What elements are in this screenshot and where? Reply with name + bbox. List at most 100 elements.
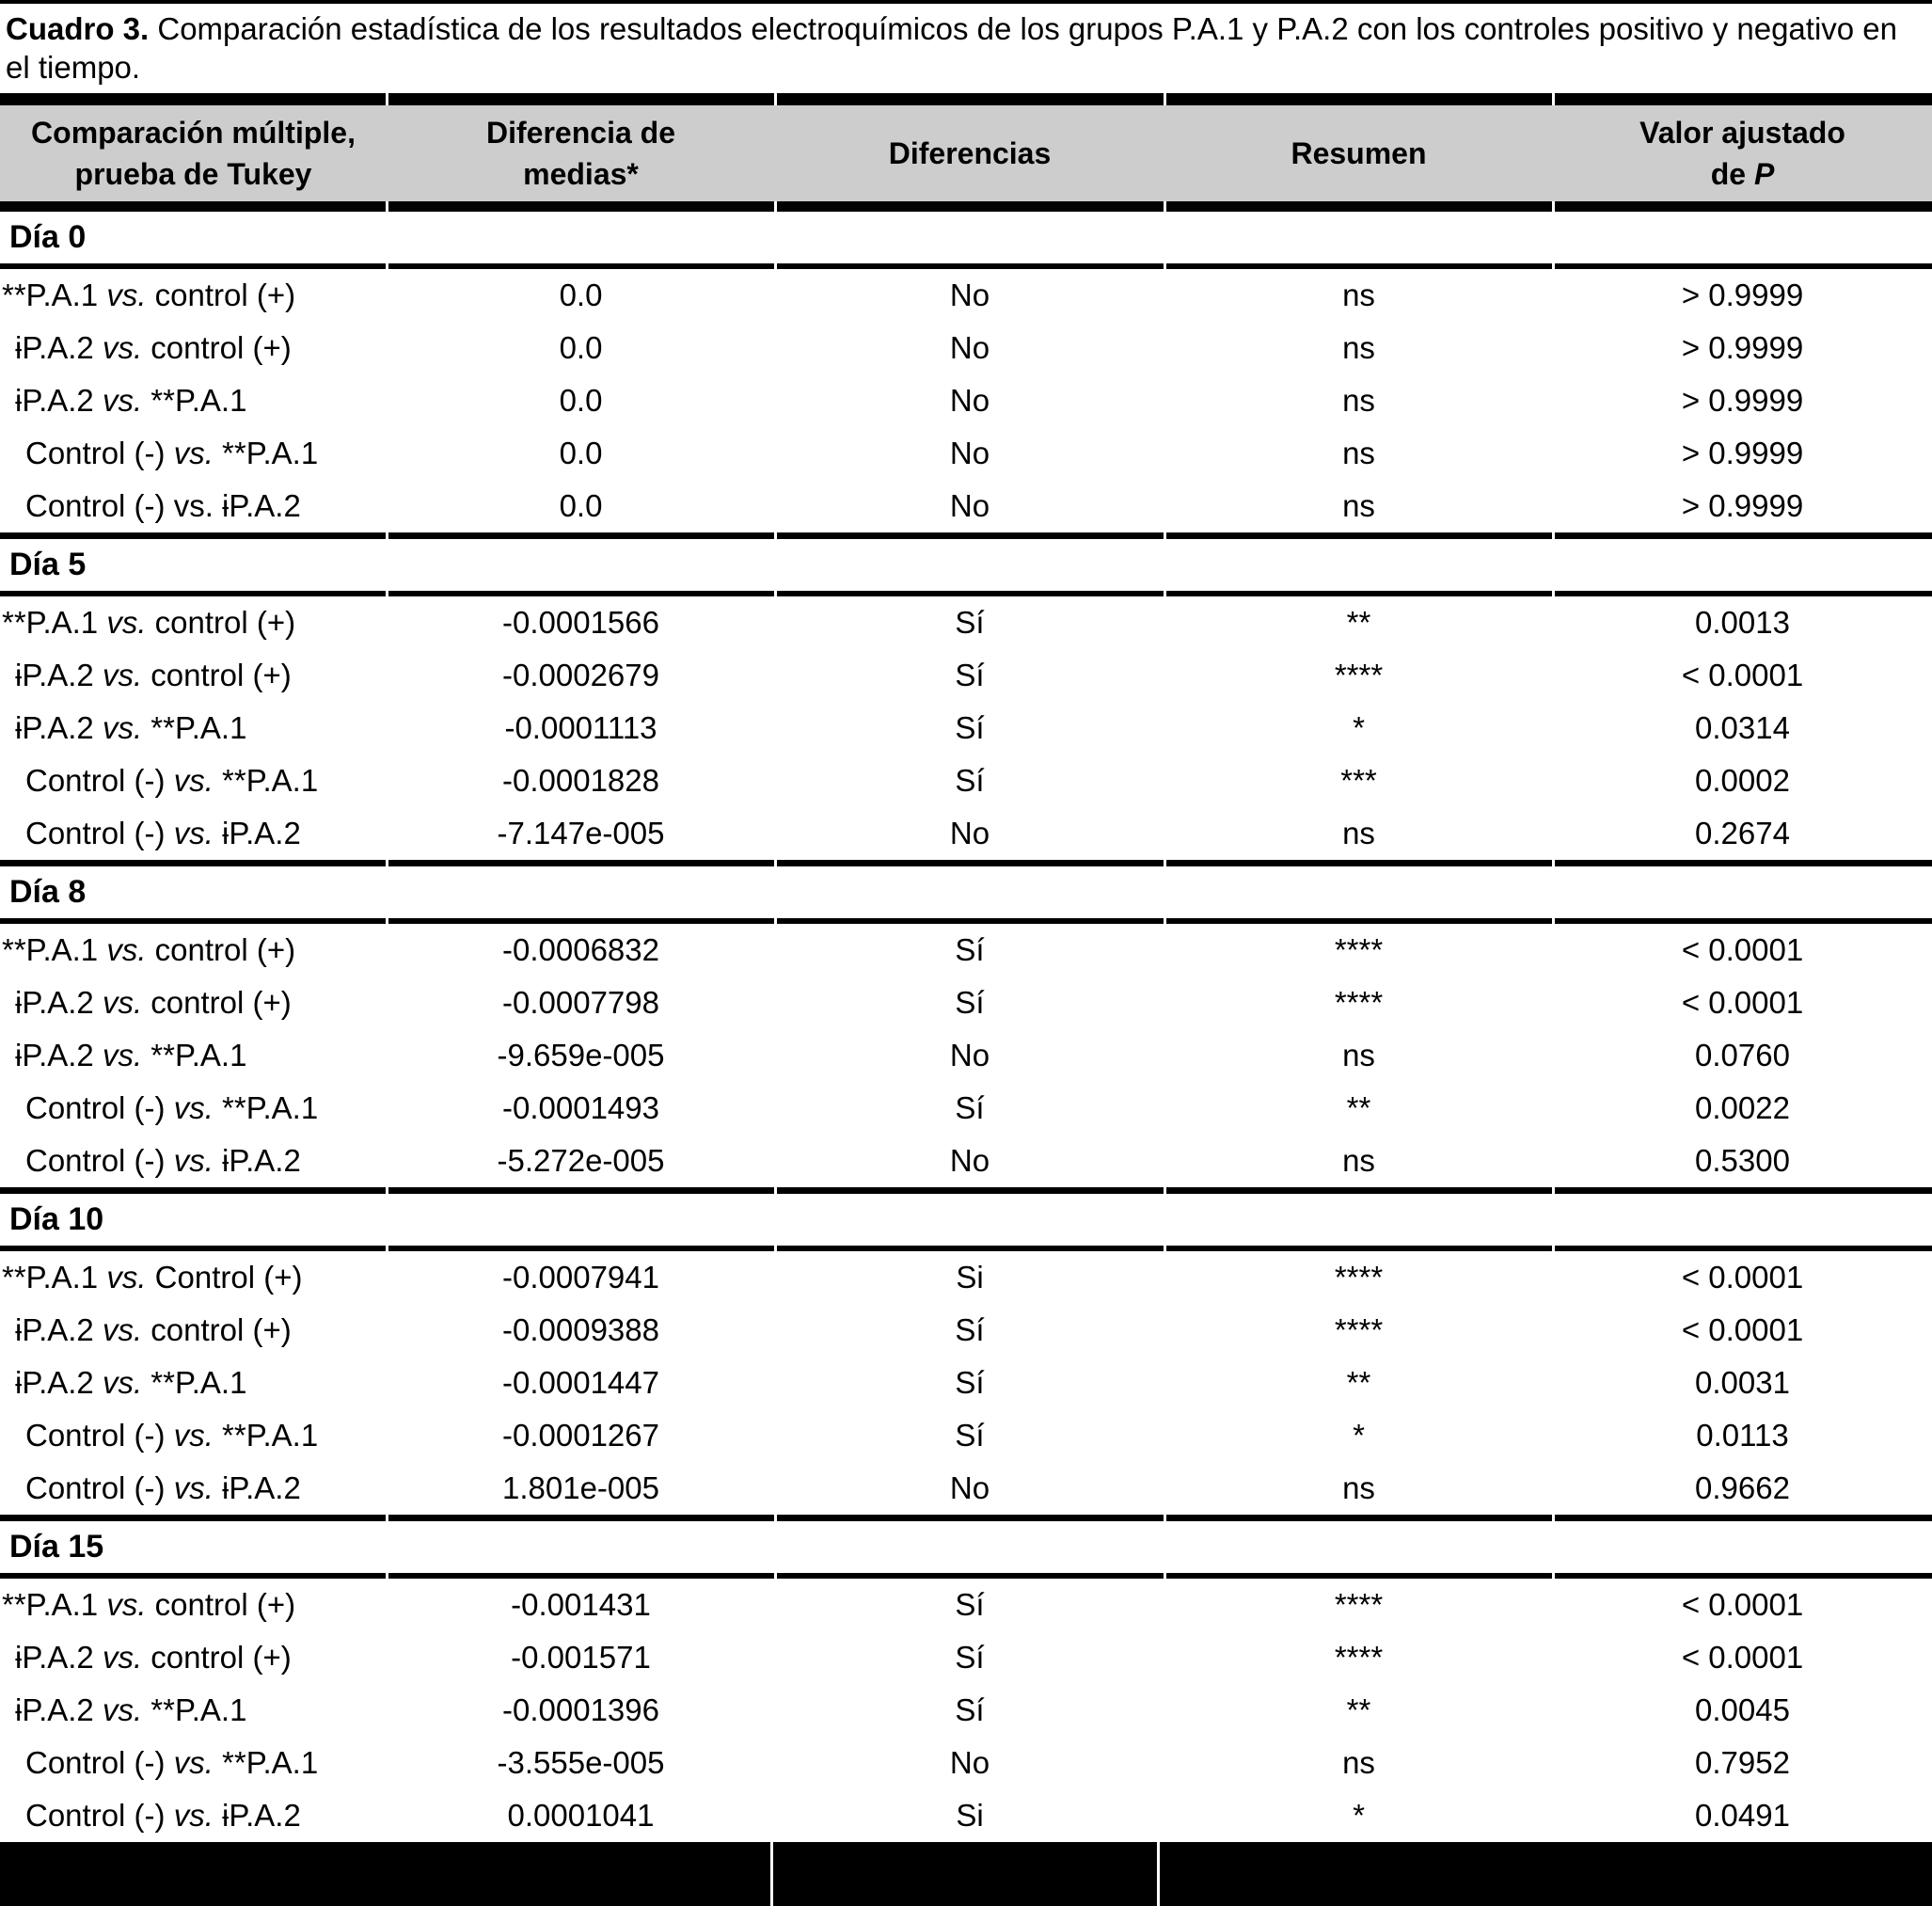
mean-difference-value: -0.0001396 bbox=[502, 1692, 659, 1727]
table-row: ɨP.A.2 vs. control (+) 0.0 No ns > 0.9999 bbox=[0, 322, 1932, 374]
adjusted-p-value: > 0.9999 bbox=[1681, 277, 1804, 312]
table-row: Control (-) vs. ɨP.A.2 -7.147e-005 No ns 0.2… bbox=[0, 807, 1932, 860]
vs-abbreviation: vs. bbox=[173, 487, 214, 523]
comparison-label: Control (-) vs. **P.A.1 bbox=[25, 1089, 319, 1125]
vs-abbreviation: vs. bbox=[106, 604, 147, 640]
mean-difference-value: -0.0001493 bbox=[502, 1089, 659, 1125]
significance-summary: ns bbox=[1342, 382, 1375, 418]
table-row: Control (-) vs. **P.A.1 -0.0001267 Sí * 0.01… bbox=[0, 1409, 1932, 1462]
section-divider-rule bbox=[0, 917, 1932, 924]
adjusted-p-value: > 0.9999 bbox=[1681, 487, 1804, 523]
section-divider-rule bbox=[0, 590, 1932, 596]
table-row: Control (-) vs. ɨP.A.2 0.0001041 Si * 0.0491 bbox=[0, 1789, 1932, 1842]
mean-difference-value: -0.0009388 bbox=[502, 1311, 659, 1347]
significance-summary: * bbox=[1353, 1797, 1365, 1833]
different-flag: Sí bbox=[955, 762, 985, 798]
table-row: ɨP.A.2 vs. **P.A.1 -0.0001113 Sí * 0.0314 bbox=[0, 702, 1932, 754]
mean-difference-value: -3.555e-005 bbox=[497, 1744, 665, 1780]
table-row: **P.A.1 vs. control (+) -0.001431 Sí **** < … bbox=[0, 1579, 1932, 1631]
adjusted-p-value: < 0.0001 bbox=[1681, 1639, 1804, 1675]
vs-abbreviation: vs. bbox=[173, 1142, 214, 1178]
significance-summary: ns bbox=[1342, 1744, 1375, 1780]
mean-difference-value: 1.801e-005 bbox=[502, 1469, 659, 1505]
adjusted-p-value: 0.0002 bbox=[1695, 762, 1790, 798]
mean-difference-value: -0.0006832 bbox=[502, 931, 659, 967]
table-row: **P.A.1 vs. Control (+) -0.0007941 Si **** <… bbox=[0, 1251, 1932, 1304]
column-header-adjusted-p: Valor ajustado de P bbox=[1639, 115, 1845, 191]
vs-abbreviation: vs. bbox=[173, 1469, 214, 1505]
section-divider-rule bbox=[0, 262, 1932, 269]
significance-summary: ns bbox=[1342, 487, 1375, 523]
significance-summary: **** bbox=[1334, 1586, 1384, 1622]
table-row: Control (-) vs. ɨP.A.2 1.801e-005 No ns 0.96… bbox=[0, 1462, 1932, 1515]
different-flag: Sí bbox=[955, 1364, 985, 1400]
vs-abbreviation: vs. bbox=[102, 382, 143, 418]
comparison-label: ɨP.A.2 vs. **P.A.1 bbox=[15, 1037, 247, 1072]
significance-summary: ns bbox=[1342, 435, 1375, 470]
section-divider-rule bbox=[0, 1514, 1932, 1521]
mean-difference-value: -0.001571 bbox=[511, 1639, 651, 1675]
vs-abbreviation: vs. bbox=[173, 1417, 214, 1453]
table-row: ɨP.A.2 vs. control (+) -0.0009388 Sí **** < … bbox=[0, 1304, 1932, 1357]
significance-summary: **** bbox=[1334, 1311, 1384, 1347]
different-flag: No bbox=[949, 1142, 990, 1178]
table-row: ɨP.A.2 vs. control (+) -0.001571 Sí **** < 0… bbox=[0, 1631, 1932, 1684]
table-row: **P.A.1 vs. control (+) -0.0006832 Sí **** <… bbox=[0, 924, 1932, 977]
comparison-label: Control (-) vs. ɨP.A.2 bbox=[25, 1142, 301, 1178]
section-day-header: Día 5 bbox=[9, 546, 87, 582]
mean-difference-value: -0.0007941 bbox=[502, 1259, 659, 1294]
mean-difference-value: 0.0 bbox=[559, 487, 603, 523]
adjusted-p-value: 0.0113 bbox=[1696, 1417, 1789, 1453]
mean-difference-value: 0.0 bbox=[559, 435, 603, 470]
different-flag: Sí bbox=[955, 1089, 985, 1125]
adjusted-p-value: 0.0314 bbox=[1695, 709, 1790, 745]
section-divider-rule bbox=[0, 532, 1932, 539]
different-flag: Sí bbox=[955, 709, 985, 745]
table-row: Control (-) vs. **P.A.1 0.0 No ns > 0.9999 bbox=[0, 427, 1932, 480]
vs-abbreviation: vs. bbox=[173, 762, 214, 798]
mean-difference-value: -0.0001566 bbox=[502, 604, 659, 640]
mean-difference-value: 0.0001041 bbox=[507, 1797, 655, 1833]
significance-summary: ** bbox=[1346, 1364, 1371, 1400]
significance-summary: ** bbox=[1346, 604, 1371, 640]
adjusted-p-value: > 0.9999 bbox=[1681, 382, 1804, 418]
significance-summary: ** bbox=[1346, 1692, 1371, 1727]
mean-difference-value: -0.0001113 bbox=[504, 709, 657, 745]
significance-summary: * bbox=[1353, 709, 1365, 745]
different-flag: Sí bbox=[955, 984, 985, 1020]
table-row: ɨP.A.2 vs. control (+) -0.0007798 Sí **** < … bbox=[0, 977, 1932, 1029]
adjusted-p-value: > 0.9999 bbox=[1681, 435, 1804, 470]
table-row: **P.A.1 vs. control (+) 0.0 No ns > 0.9999 bbox=[0, 269, 1932, 322]
comparison-label: **P.A.1 vs. control (+) bbox=[2, 277, 296, 312]
significance-summary: *** bbox=[1340, 762, 1377, 798]
different-flag: Sí bbox=[955, 604, 985, 640]
footer-column-divider bbox=[1157, 1841, 1160, 1906]
significance-summary: **** bbox=[1334, 984, 1384, 1020]
footer-black-bar bbox=[0, 1841, 1932, 1906]
section-day-header: Día 0 bbox=[9, 218, 87, 255]
comparison-label: **P.A.1 vs. control (+) bbox=[2, 604, 296, 640]
section-divider-rule bbox=[0, 859, 1932, 866]
adjusted-p-value: < 0.0001 bbox=[1681, 1311, 1804, 1347]
comparison-label: Control (-) vs. **P.A.1 bbox=[25, 1417, 319, 1453]
comparison-label: Control (-) vs. ɨP.A.2 bbox=[25, 487, 301, 523]
significance-summary: ** bbox=[1346, 1089, 1371, 1125]
adjusted-p-value: 0.0031 bbox=[1695, 1364, 1790, 1400]
significance-summary: ns bbox=[1342, 815, 1375, 850]
adjusted-p-value: < 0.0001 bbox=[1681, 1586, 1804, 1622]
adjusted-p-value: 0.0022 bbox=[1695, 1089, 1790, 1125]
comparison-label: Control (-) vs. ɨP.A.2 bbox=[25, 1797, 301, 1833]
mean-difference-value: -0.0001267 bbox=[502, 1417, 659, 1453]
vs-abbreviation: vs. bbox=[173, 1797, 214, 1833]
section-day-header: Día 15 bbox=[9, 1528, 104, 1565]
adjusted-p-value: 0.0013 bbox=[1695, 604, 1790, 640]
table-row: Control (-) vs. **P.A.1 -0.0001828 Sí *** 0.… bbox=[0, 754, 1932, 807]
comparison-label: ɨP.A.2 vs. **P.A.1 bbox=[15, 1364, 247, 1400]
section-divider-rule bbox=[0, 1186, 1932, 1194]
significance-summary: **** bbox=[1334, 657, 1384, 692]
page-top-border bbox=[0, 0, 1932, 4]
significance-summary: ns bbox=[1342, 1037, 1375, 1072]
adjusted-p-value: 0.2674 bbox=[1695, 815, 1790, 850]
section-divider-rule bbox=[0, 1572, 1932, 1579]
mean-difference-value: 0.0 bbox=[559, 329, 603, 365]
